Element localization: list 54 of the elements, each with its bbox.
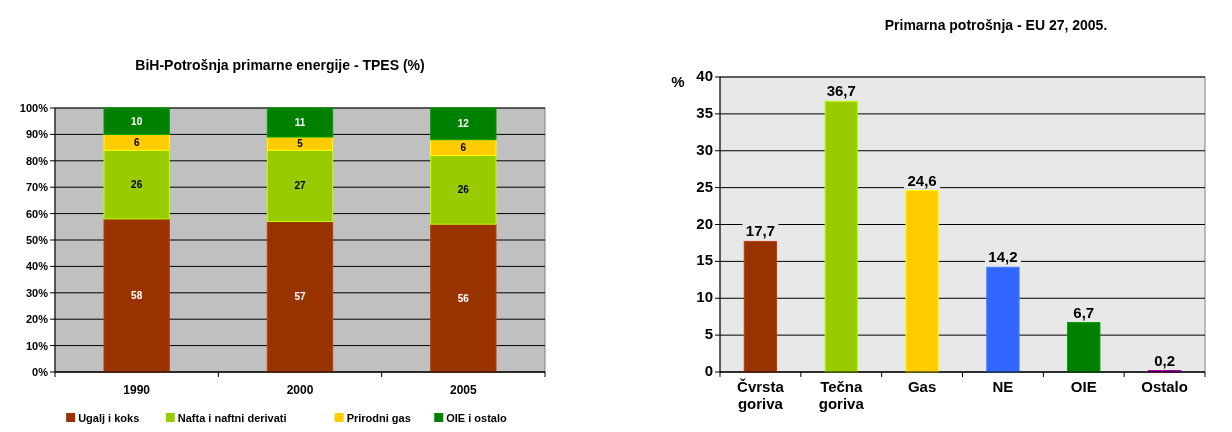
data-label: 6 — [133, 136, 140, 148]
data-label: 6 — [460, 142, 467, 154]
y-tick-label: 20 — [696, 214, 713, 232]
data-label: 36,7 — [826, 82, 856, 100]
y-tick-label: 15 — [696, 251, 713, 269]
data-label: 6,7 — [1073, 303, 1095, 321]
y-tick-label: 40% — [25, 260, 49, 273]
y-tick-label: 30 — [696, 140, 713, 158]
data-label: 14,2 — [988, 248, 1018, 266]
y-tick-label: 30% — [25, 286, 49, 299]
y-tick-label: 20% — [25, 313, 49, 326]
y-tick-label: 10 — [696, 288, 713, 306]
legend-label: Prirodni gas — [346, 412, 411, 424]
legend-label: Ugalj i koks — [78, 412, 140, 424]
chart-title: Primarna potrošnja - EU 27, 2005. — [884, 17, 1108, 33]
x-tick-label: OIE — [1070, 378, 1097, 395]
y-tick-label: 5 — [704, 325, 713, 343]
x-tick-label: Gas — [907, 378, 937, 395]
data-label: 26 — [131, 179, 143, 191]
data-label: 12 — [457, 118, 470, 130]
y-tick-label: 10% — [25, 339, 49, 352]
x-tick-label: Ostalo — [1141, 378, 1188, 395]
data-label: 17,7 — [745, 222, 776, 240]
data-label: 11 — [294, 117, 306, 129]
y-tick-label: 0 — [704, 362, 713, 379]
y-axis-title: % — [671, 73, 685, 90]
x-tick-label: 2000 — [286, 383, 314, 397]
data-label: 57 — [294, 291, 306, 303]
data-label: 58 — [131, 289, 143, 301]
y-tick-label: 60% — [25, 207, 49, 220]
y-tick-label: 80% — [25, 154, 49, 167]
y-tick-label: 35 — [696, 103, 713, 121]
y-tick-label: 100% — [19, 102, 49, 114]
x-tick-label: 1990 — [123, 383, 151, 397]
data-label: 5 — [297, 138, 304, 150]
data-label: 10 — [131, 115, 143, 127]
data-label: 27 — [294, 180, 306, 192]
data-label: 24,6 — [907, 171, 937, 189]
legend-label: Nafta i naftni derivati — [177, 412, 287, 424]
y-tick-label: 40 — [696, 67, 713, 84]
legend-label: OIE i ostalo — [446, 412, 508, 424]
x-tick-label: 2005 — [449, 383, 477, 397]
y-tick-label: 50% — [25, 234, 49, 246]
y-tick-label: 90% — [25, 128, 49, 141]
data-label: 26 — [457, 184, 470, 196]
y-tick-label: 70% — [25, 181, 49, 194]
data-label: 0,2 — [1154, 351, 1176, 369]
data-label: 56 — [457, 292, 470, 304]
x-tick-label: NE — [992, 378, 1014, 395]
x-tick-label: Čvrsta goriva — [737, 378, 785, 412]
y-tick-label: 0% — [32, 366, 49, 378]
chart-title: BiH-Potrošnja primarne energije - TPES (%) — [135, 57, 425, 73]
x-tick-label: Tečna goriva — [818, 378, 865, 412]
y-tick-label: 25 — [696, 177, 713, 195]
